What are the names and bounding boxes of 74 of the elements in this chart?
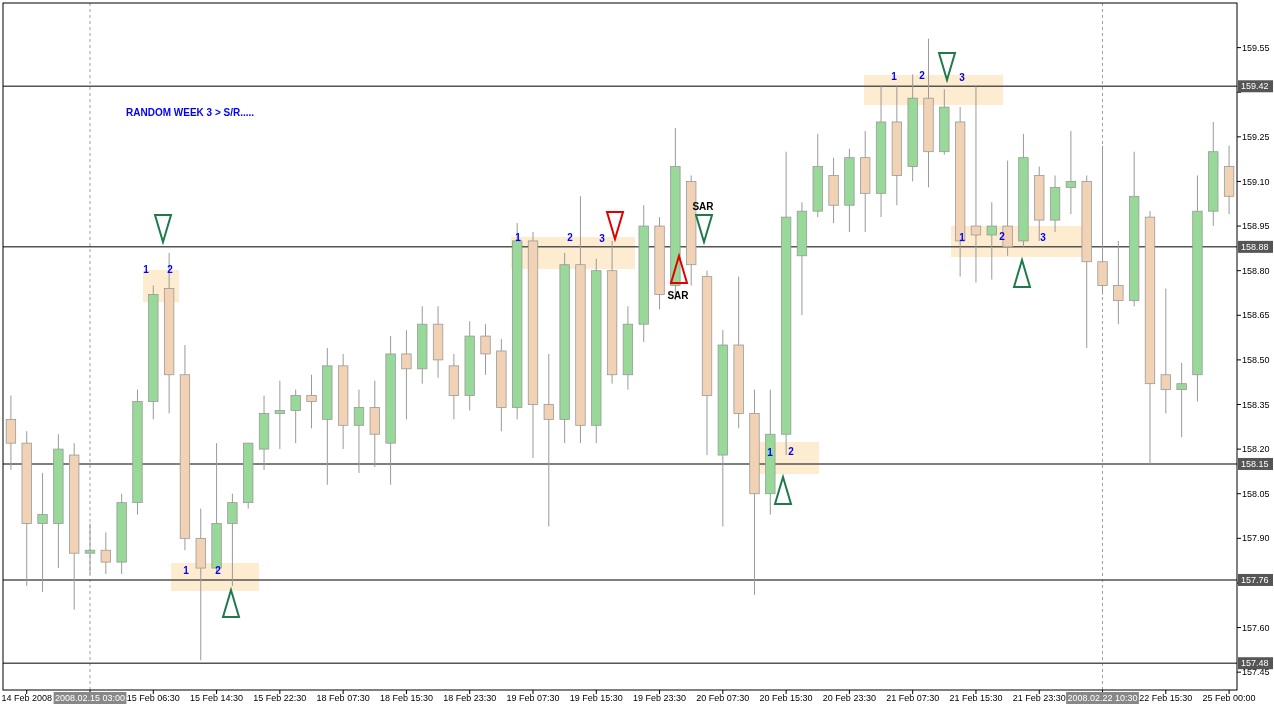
y-tick-label: 159.25 [1242, 131, 1270, 142]
candlestick [543, 353, 554, 527]
ref-line-label: 157.48 [1241, 658, 1269, 669]
y-tick-label: 159.55 [1242, 42, 1270, 53]
annotation: 1 [143, 264, 150, 275]
y-tick-label: 158.95 [1242, 221, 1270, 232]
annotation: RANDOM WEEK 3 > S/R..... [126, 107, 255, 118]
candlestick [1097, 145, 1108, 295]
y-tick-label: 157.45 [1242, 667, 1270, 678]
x-tick-label: 20 Feb 23:30 [822, 693, 876, 703]
candlestick [480, 323, 491, 376]
y-tick-label: 159.10 [1242, 176, 1270, 187]
y-tick-label: 158.05 [1242, 488, 1270, 499]
annotation: 3 [1040, 232, 1047, 243]
ref-line-label: 158.15 [1241, 459, 1269, 470]
x-tick-label: 21 Feb 07:30 [886, 693, 940, 703]
x-tick-label: 21 Feb 23:30 [1012, 693, 1066, 703]
annotation: 1 [959, 232, 966, 243]
x-tick-label: 14 Feb 2008 [1, 693, 52, 703]
x-tick-label: 15 Feb 22:30 [253, 693, 307, 703]
x-tick-label: 21 Feb 15:30 [949, 693, 1003, 703]
candlestick [290, 389, 301, 444]
y-tick-label: 158.50 [1242, 355, 1270, 366]
x-tick-label: 20 Feb 07:30 [696, 693, 750, 703]
y-tick-label: 157.60 [1242, 622, 1270, 633]
x-tick-label: 19 Feb 07:30 [506, 693, 560, 703]
ref-line-label: 158.88 [1241, 242, 1269, 253]
candlestick [353, 389, 365, 474]
x-tick-label: 18 Feb 15:30 [379, 693, 433, 703]
candlestick [274, 380, 286, 450]
x-tick-label: 20 Feb 15:30 [759, 693, 813, 703]
annotation: 1 [183, 565, 190, 576]
x-tick-label: 25 Feb 00:00 [1202, 693, 1256, 703]
annotation: SAR [692, 201, 715, 212]
candlestick [970, 85, 982, 284]
x-tick-label: 22 Feb 15:30 [1139, 693, 1193, 703]
annotation: 3 [959, 72, 966, 83]
annotation: 2 [999, 231, 1006, 242]
annotation: 1 [515, 232, 522, 243]
x-tick-label: 18 Feb 07:30 [316, 693, 370, 703]
x-tick-label: 2008.02.22 10:30 [1067, 693, 1138, 703]
y-tick-label: 158.35 [1242, 399, 1270, 410]
candlestick [306, 374, 317, 429]
annotation: 1 [767, 447, 774, 458]
candlestick [37, 472, 48, 593]
annotation: 2 [788, 446, 795, 457]
candlestick [100, 531, 111, 575]
candlestick [5, 395, 17, 471]
candlestick [1160, 288, 1171, 414]
x-tick-label: 18 Feb 23:30 [443, 693, 497, 703]
ref-line-label: 159.42 [1241, 81, 1269, 92]
annotation: SAR [667, 290, 690, 301]
x-tick-label: 19 Feb 15:30 [569, 693, 623, 703]
y-tick-label: 157.90 [1242, 533, 1270, 544]
ref-line-label: 157.76 [1241, 575, 1269, 586]
annotation: 1 [891, 71, 898, 82]
x-tick-label: 15 Feb 14:30 [190, 693, 244, 703]
annotation: 2 [919, 70, 926, 81]
candlestick [986, 201, 997, 281]
y-tick-label: 158.80 [1242, 265, 1270, 276]
x-tick-label: 2008.02.15 03:00 [54, 693, 126, 703]
annotation: 3 [599, 233, 606, 244]
candlestick [401, 329, 412, 420]
annotation: 2 [567, 232, 574, 243]
candlestick [1065, 130, 1077, 215]
x-tick-label: 15 Feb 06:30 [126, 693, 180, 703]
annotation: 2 [167, 264, 174, 275]
candlestick [1176, 362, 1187, 438]
y-tick-label: 158.65 [1242, 310, 1270, 321]
annotation: 2 [215, 565, 222, 576]
candlestick [1113, 240, 1124, 325]
y-tick-label: 158.20 [1242, 444, 1270, 455]
x-tick-label: 19 Feb 23:30 [633, 693, 687, 703]
candlestick [227, 493, 238, 587]
